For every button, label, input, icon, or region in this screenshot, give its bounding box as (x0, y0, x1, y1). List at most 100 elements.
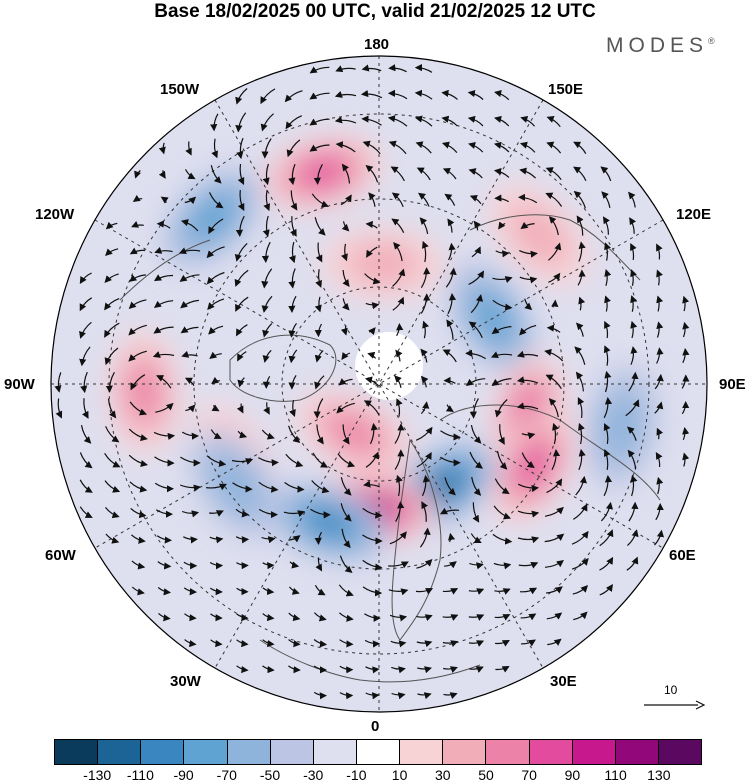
wind-vector (155, 402, 174, 413)
colorbar-tick-label: -90 (173, 767, 194, 783)
wind-vector (552, 422, 559, 445)
wind-vector (342, 269, 350, 287)
wind-vector (184, 169, 196, 180)
wind-vector (284, 482, 305, 493)
wind-vector (258, 481, 279, 493)
wind-vector (468, 321, 483, 339)
wind-vector (492, 276, 513, 283)
wind-vector (209, 351, 222, 360)
wind-vector (655, 451, 663, 468)
wind-vector (630, 269, 637, 286)
lon-label-180: 180 (364, 36, 390, 53)
wind-vector (335, 65, 356, 72)
wind-vector (365, 666, 380, 674)
wind-vector (414, 115, 433, 127)
colorbar-cell (227, 740, 271, 764)
wind-vector (519, 167, 537, 179)
wind-vector (468, 640, 485, 647)
wind-vector (414, 64, 433, 73)
wind-vector (493, 168, 510, 178)
wind-vector (572, 503, 588, 520)
wind-vector (573, 611, 588, 621)
wind-vector (468, 141, 484, 153)
wind-vector (546, 612, 563, 620)
wind-vector (234, 242, 248, 262)
wind-vector (521, 639, 536, 647)
lon-label-90e: 90E (719, 376, 746, 393)
wind-vector (422, 240, 429, 263)
wind-vector (105, 507, 120, 519)
wind-vector (313, 163, 323, 185)
wind-vector (80, 371, 88, 394)
wind-vector (387, 89, 408, 100)
wind-vector (362, 534, 383, 545)
wind-vector (575, 322, 584, 337)
wind-vector (184, 196, 197, 205)
wind-vector (314, 217, 326, 236)
wind-vector (107, 398, 117, 419)
wind-vector (516, 350, 539, 358)
wind-vector (625, 399, 640, 417)
wind-vector (288, 163, 296, 186)
wind-vector (394, 375, 402, 389)
wind-vector (604, 295, 611, 312)
wind-vector (288, 425, 301, 443)
wind-vector (315, 269, 322, 288)
wind-vector (365, 220, 378, 229)
wind-vector (211, 138, 218, 159)
wind-vector (516, 402, 539, 410)
reference-vector-label: 10 (664, 683, 678, 697)
wind-vector (209, 587, 223, 596)
wind-vector (448, 242, 456, 261)
wind-vector (472, 502, 480, 523)
wind-vector (289, 399, 296, 418)
wind-vector (518, 193, 538, 204)
wind-vector (208, 192, 224, 209)
wind-vector (181, 350, 198, 358)
lon-label-90w: 90W (4, 376, 35, 393)
wind-vector (519, 141, 536, 153)
wind-vector (288, 535, 301, 543)
wind-vector (260, 113, 274, 132)
wind-vector (309, 92, 330, 100)
wind-vector (160, 196, 169, 204)
wind-vector (339, 555, 353, 574)
wind-vector (390, 166, 405, 182)
wind-vector (288, 612, 301, 622)
wind-vector (236, 639, 249, 648)
wind-vector (603, 345, 611, 366)
wind-vector (630, 474, 638, 497)
wind-vector (443, 666, 458, 673)
colorbar-tick-label: -130 (83, 767, 112, 783)
wind-vector (314, 323, 323, 338)
wind-vector (362, 559, 383, 571)
wind-vector (392, 268, 406, 287)
wind-vector (209, 510, 224, 517)
wind-vector (128, 428, 148, 442)
wind-vector (414, 89, 433, 100)
wind-vector (629, 217, 637, 234)
wind-vector (157, 587, 171, 596)
wind-vector (284, 90, 303, 103)
brand-mark: ® (708, 36, 715, 46)
wind-vector (82, 398, 89, 419)
wind-vectors (54, 64, 690, 700)
wind-vector (548, 242, 562, 261)
wind-vector (491, 326, 512, 335)
wind-vector (131, 560, 146, 570)
wind-vector (290, 216, 297, 237)
wind-vector (340, 194, 352, 206)
wind-vector (262, 665, 275, 674)
wind-vector (210, 165, 222, 184)
wind-vector (361, 64, 382, 72)
colorbar-tick-label: -30 (303, 767, 324, 783)
wind-vector (603, 475, 613, 497)
wind-vector (546, 324, 561, 333)
wind-vector (420, 348, 428, 363)
wind-vector (363, 480, 380, 488)
wind-vector (364, 273, 381, 285)
wind-vector (104, 480, 121, 493)
wind-vector (394, 449, 405, 470)
wind-vector (261, 138, 272, 159)
wind-vector (654, 401, 664, 414)
